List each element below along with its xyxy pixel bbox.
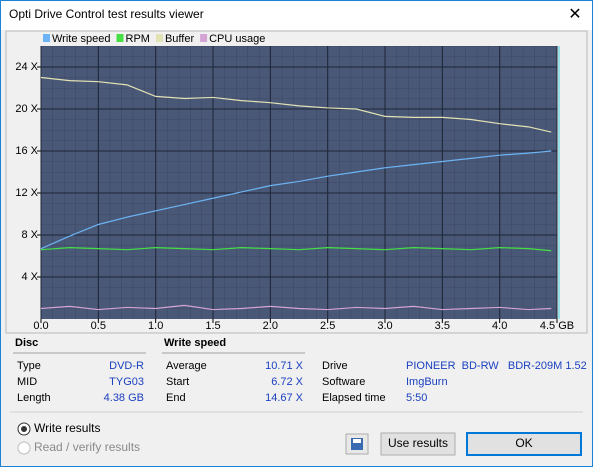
info-value: 4.38 GB	[104, 392, 144, 404]
info-label: Elapsed time	[322, 392, 386, 404]
info-value: TYG03	[109, 376, 144, 388]
chart: 4 X 8 X 12 X 16 X 20 X 24 X 0.0 0.5 1.0 1.5 2.0 2.5…	[15, 33, 574, 332]
info-label: MID	[17, 376, 37, 388]
info-label: Average	[166, 360, 207, 372]
y-tick-label: 24 X	[15, 61, 38, 73]
x-tick-label: 2.0	[263, 320, 278, 332]
bottom-bar: Write results Read / verify results Use re…	[17, 421, 582, 456]
button[interactable]	[380, 432, 456, 456]
window-title: Opti Drive Control test results viewer	[9, 7, 204, 21]
legend-swatch	[116, 34, 124, 42]
x-tick-label: 1.5	[205, 320, 220, 332]
legend-swatch	[155, 34, 163, 42]
minor-grid	[41, 46, 557, 319]
y-tick-label: 20 X	[15, 103, 38, 115]
info-label: Software	[322, 376, 365, 388]
radio-dot	[21, 426, 27, 432]
info-label: Start	[166, 376, 189, 388]
x-tick-label: 2.5	[320, 320, 335, 332]
info-value: 14.67 X	[265, 392, 304, 404]
legend-label: RPM	[126, 33, 150, 45]
section-heading: Disc	[15, 337, 38, 349]
legend-label: Buffer	[165, 33, 194, 45]
button[interactable]	[466, 432, 582, 456]
x-tick-label: 4.5 GB	[540, 320, 574, 332]
info-value: DVD-R	[109, 360, 144, 372]
info-panel: Disc Type DVD-R MID TYG03 Length 4.38 GB Write …	[13, 337, 587, 404]
info-label: End	[166, 392, 186, 404]
legend-swatch	[43, 34, 50, 42]
title-bar	[1, 1, 592, 30]
legend-label: CPU usage	[209, 33, 265, 45]
x-tick-label: 0.0	[33, 320, 48, 332]
x-tick-label: 1.0	[148, 320, 163, 332]
legend-label: Write speed	[52, 33, 111, 45]
series-line	[40, 150, 552, 250]
x-tick-label: 3.0	[377, 320, 392, 332]
save-icon-label	[353, 439, 361, 443]
x-tick-label: 3.5	[435, 320, 450, 332]
close-button[interactable]: ✕	[568, 6, 581, 23]
y-tick-label: 8 X	[21, 229, 38, 241]
info-value: 6.72 X	[271, 376, 303, 388]
x-tick-label: 4.0	[492, 320, 507, 332]
y-tick-label: 12 X	[15, 187, 38, 199]
legend-swatch	[200, 34, 208, 42]
info-label: Length	[17, 392, 51, 404]
radio-label: Read / verify results	[34, 440, 140, 454]
series-line	[40, 304, 552, 311]
info-value: PIONEER BD-RW BDR-209M 1.52	[406, 360, 587, 372]
info-label: Type	[17, 360, 41, 372]
button-label: Use results	[388, 436, 448, 450]
info-value: 5:50	[406, 392, 427, 404]
section-heading: Write speed	[164, 337, 226, 349]
y-tick-label: 4 X	[21, 271, 38, 283]
y-tick-label: 16 X	[15, 145, 38, 157]
info-value: 10.71 X	[265, 360, 304, 372]
info-label: Drive	[322, 360, 348, 372]
info-value: ImgBurn	[406, 376, 448, 388]
series-line	[40, 76, 552, 133]
x-tick-label: 0.5	[91, 320, 106, 332]
radio-label: Write results	[34, 421, 100, 435]
radio[interactable]	[17, 441, 31, 455]
button-label: OK	[515, 436, 532, 450]
series-line	[40, 246, 552, 252]
